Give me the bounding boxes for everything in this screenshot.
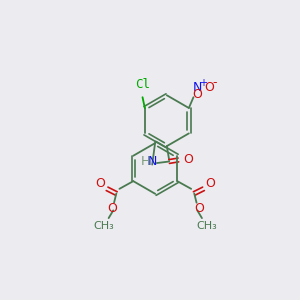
Text: +: + <box>199 78 207 88</box>
Text: O: O <box>204 82 214 94</box>
Text: H: H <box>141 155 150 168</box>
Text: O: O <box>95 177 105 190</box>
Text: CH₃: CH₃ <box>94 221 114 231</box>
Text: O: O <box>206 177 215 190</box>
Text: CH₃: CH₃ <box>196 221 217 231</box>
Text: Cl: Cl <box>135 78 150 92</box>
Text: N: N <box>193 82 202 94</box>
Text: O: O <box>194 202 204 215</box>
Text: O: O <box>107 202 117 215</box>
Text: N: N <box>148 155 157 168</box>
Text: O: O <box>184 154 193 166</box>
Text: O: O <box>192 88 202 101</box>
Text: -: - <box>212 76 217 89</box>
